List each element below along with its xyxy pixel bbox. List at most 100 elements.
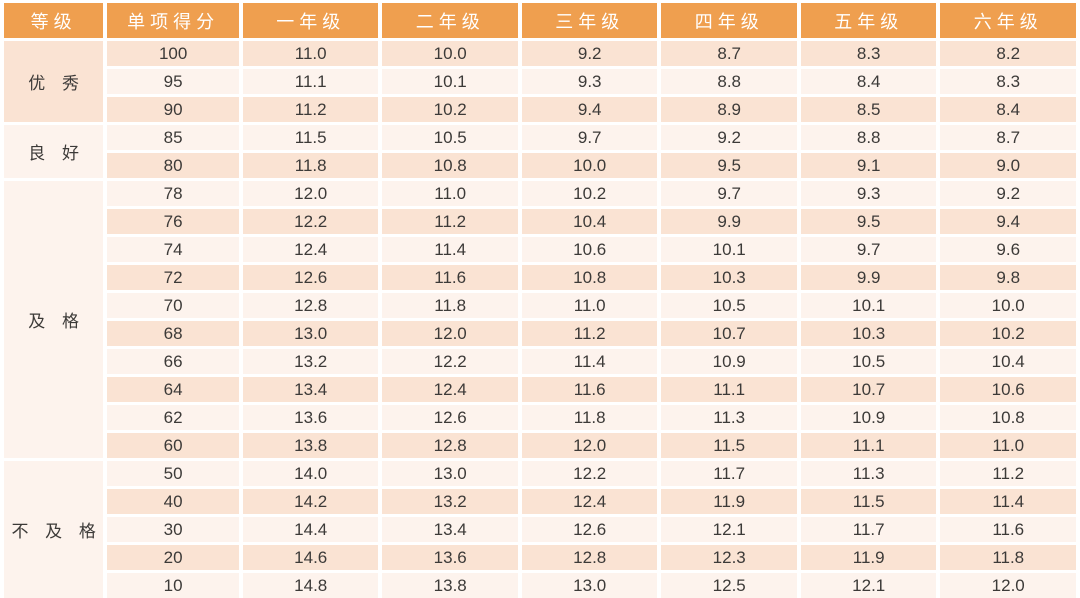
table-row: 90 11.2 10.2 9.4 8.9 8.5 8.4 (2, 94, 1080, 125)
table-row: 及 格 78 12.0 11.0 10.2 9.7 9.3 9.2 (0, 178, 1080, 461)
time-value-cell: 8.3 (796, 38, 941, 69)
time-value-cell: 10.2 (936, 318, 1080, 349)
score-cell: 95 (103, 66, 243, 97)
header-row: 等级 单项得分 一年级 二年级 三年级 四年级 五年级 六年级 (0, 0, 1080, 41)
time-value-cell: 11.0 (517, 290, 662, 321)
time-value-cell: 9.1 (796, 150, 941, 181)
score-cell: 60 (103, 430, 243, 461)
time-value-cell: 10.6 (936, 374, 1080, 405)
time-value-cell: 12.8 (517, 542, 662, 573)
time-value-cell: 10.0 (378, 38, 522, 69)
time-value-cell: 8.8 (657, 66, 801, 97)
time-value-cell: 9.3 (517, 66, 662, 97)
time-value-cell: 10.5 (378, 122, 522, 153)
time-value-cell: 14.6 (238, 542, 383, 573)
time-value-cell: 8.8 (796, 122, 941, 153)
time-value-cell: 11.5 (238, 122, 383, 153)
col-header-year-5: 五年级 (796, 0, 941, 41)
time-value-cell: 10.4 (517, 206, 662, 237)
score-cell: 72 (103, 262, 243, 293)
time-value-cell: 11.2 (378, 206, 522, 237)
time-value-cell: 12.6 (517, 514, 662, 545)
time-value-cell: 11.6 (517, 374, 662, 405)
time-value-cell: 12.4 (238, 234, 383, 265)
grade-group-cell: 及 格 (0, 178, 108, 461)
time-value-cell: 9.2 (517, 38, 662, 69)
table-row: 74 12.4 11.4 10.6 10.1 9.7 9.6 (2, 234, 1080, 265)
time-value-cell: 14.4 (238, 514, 383, 545)
col-header-year-6: 六年级 (936, 0, 1080, 41)
table-row: 80 11.8 10.8 10.0 9.5 9.1 9.0 (2, 150, 1080, 181)
score-cell: 85 (103, 122, 243, 153)
time-value-cell: 10.9 (796, 402, 941, 433)
time-value-cell: 9.3 (796, 178, 941, 209)
time-value-cell: 12.8 (378, 430, 522, 461)
grade-group-cell: 优 秀 (0, 38, 108, 125)
time-value-cell: 10.1 (796, 290, 941, 321)
time-value-cell: 11.7 (796, 514, 941, 545)
time-value-cell: 11.5 (657, 430, 801, 461)
time-value-cell: 11.4 (936, 486, 1080, 517)
time-value-cell: 13.2 (378, 486, 522, 517)
score-cell: 80 (103, 150, 243, 181)
time-value-cell: 9.5 (657, 150, 801, 181)
score-cell: 30 (103, 514, 243, 545)
score-cell: 50 (103, 458, 243, 489)
time-value-cell: 10.8 (517, 262, 662, 293)
score-cell: 40 (103, 486, 243, 517)
time-value-cell: 10.2 (517, 178, 662, 209)
score-cell: 66 (103, 346, 243, 377)
time-value-cell: 13.0 (378, 458, 522, 489)
time-value-cell: 12.0 (378, 318, 522, 349)
time-value-cell: 11.1 (238, 66, 383, 97)
time-value-cell: 12.6 (378, 402, 522, 433)
time-value-cell: 9.7 (657, 178, 801, 209)
time-value-cell: 8.5 (796, 94, 941, 125)
time-value-cell: 12.5 (657, 570, 801, 598)
time-value-cell: 10.6 (517, 234, 662, 265)
time-value-cell: 11.6 (936, 514, 1080, 545)
time-value-cell: 13.0 (517, 570, 662, 598)
time-value-cell: 10.8 (378, 150, 522, 181)
time-value-cell: 13.2 (238, 346, 383, 377)
time-value-cell: 12.2 (517, 458, 662, 489)
table-row: 72 12.6 11.6 10.8 10.3 9.9 9.8 (2, 262, 1080, 293)
time-value-cell: 11.2 (238, 94, 383, 125)
grade-group-cell: 不 及 格 (0, 458, 108, 598)
time-value-cell: 11.6 (378, 262, 522, 293)
time-value-cell: 11.3 (657, 402, 801, 433)
time-value-cell: 12.1 (657, 514, 801, 545)
table-row: 30 14.4 13.4 12.6 12.1 11.7 11.6 (2, 514, 1080, 545)
time-value-cell: 12.0 (517, 430, 662, 461)
table-body: 优 秀 100 11.0 10.0 9.2 8.7 8.3 8.2 95 11.1 10.1 9.3 8… (0, 38, 1080, 598)
table-row: 95 11.1 10.1 9.3 8.8 8.4 8.3 (2, 66, 1080, 97)
time-value-cell: 10.8 (936, 402, 1080, 433)
time-value-cell: 13.0 (238, 318, 383, 349)
col-header-year-4: 四年级 (657, 0, 801, 41)
col-header-score: 单项得分 (103, 0, 243, 41)
time-value-cell: 8.7 (936, 122, 1080, 153)
time-value-cell: 13.4 (378, 514, 522, 545)
time-value-cell: 13.8 (378, 570, 522, 598)
col-header-year-3: 三年级 (517, 0, 662, 41)
time-value-cell: 9.9 (657, 206, 801, 237)
time-value-cell: 10.5 (657, 290, 801, 321)
time-value-cell: 11.8 (378, 290, 522, 321)
time-value-cell: 10.9 (657, 346, 801, 377)
score-cell: 74 (103, 234, 243, 265)
time-value-cell: 8.3 (936, 66, 1080, 97)
score-cell: 62 (103, 402, 243, 433)
time-value-cell: 8.4 (796, 66, 941, 97)
time-value-cell: 11.4 (378, 234, 522, 265)
time-value-cell: 10.7 (657, 318, 801, 349)
col-header-year-1: 一年级 (238, 0, 383, 41)
score-cell: 64 (103, 374, 243, 405)
time-value-cell: 11.5 (796, 486, 941, 517)
time-value-cell: 8.4 (936, 94, 1080, 125)
time-value-cell: 12.4 (517, 486, 662, 517)
table-row: 20 14.6 13.6 12.8 12.3 11.9 11.8 (2, 542, 1080, 573)
time-value-cell: 11.9 (657, 486, 801, 517)
time-value-cell: 12.6 (238, 262, 383, 293)
score-cell: 100 (103, 38, 243, 69)
table-row: 66 13.2 12.2 11.4 10.9 10.5 10.4 (2, 346, 1080, 377)
